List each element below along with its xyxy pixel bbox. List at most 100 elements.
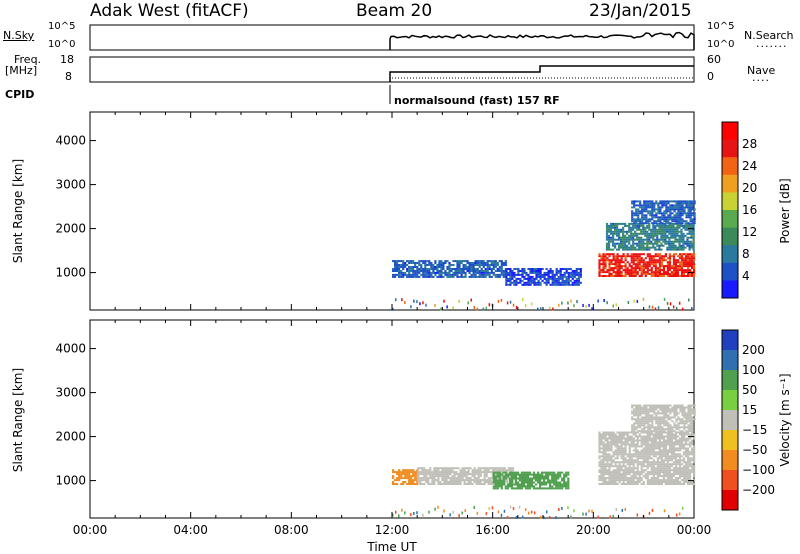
heatmap-cell [667,424,670,427]
heatmap-cell [672,471,676,474]
heatmap-cell [638,228,641,231]
heatmap-cell [610,459,613,462]
heatmap-cell [657,426,660,429]
heatmap-cell [649,416,652,419]
heatmap-cell [443,469,446,472]
heatmap-cell [685,430,688,433]
heatmap-cell [440,275,443,278]
heatmap-cell [561,283,564,286]
nsearch-dots: ······· [756,40,788,53]
heatmap-cell [475,481,478,483]
heatmap-cell [465,471,468,474]
heatmap-cell [682,437,686,440]
heatmap-cell [600,439,603,442]
heatmap-cell [620,461,623,464]
heatmap-cell [628,431,631,434]
heatmap-cell [634,473,637,476]
heatmap-cell [650,453,653,456]
heatmap-cell [680,259,684,262]
heatmap-cell [632,475,635,478]
heatmap-cell [664,265,667,268]
heatmap-cell [654,259,657,262]
heatmap-cell [616,263,619,266]
heatmap-cell [676,473,680,476]
heatmap-cell [513,279,516,282]
heatmap-cell [652,479,655,482]
heatmap-cell [672,449,676,452]
heatmap-cell [487,479,490,482]
heatmap-cell [643,206,646,209]
heatmap-cell [664,228,667,231]
heatmap-cell [408,477,411,480]
heatmap-cell [658,224,661,227]
heatmap-cell [476,268,479,270]
heatmap-cell [656,224,659,227]
heatmap-cell [665,208,668,211]
heatmap-cell [664,234,667,237]
heatmap-cell [678,455,682,458]
heatmap-cell [461,469,464,472]
heatmap-cell [565,277,568,280]
heatmap-cell [610,267,613,270]
heatmap-cell [422,513,424,517]
heatmap-cell [616,222,619,225]
heatmap-cell [532,471,536,474]
heatmap-cell [683,210,686,213]
heatmap-cell [598,275,601,277]
heatmap-cell [398,473,401,476]
heatmap-cell [396,483,399,485]
heatmap-cell [612,222,615,225]
heatmap-cell [463,467,466,470]
heatmap-cell [689,218,692,221]
heatmap-cell [654,234,657,237]
heatmap-cell [563,268,566,270]
heatmap-cell [428,273,431,276]
heatmap-cell [672,265,676,268]
heatmap-cell [530,479,534,482]
heatmap-cell [631,406,634,409]
heatmap-cell [420,260,423,263]
heatmap-cell [639,410,642,413]
heatmap-cell [648,255,651,258]
heatmap-cell [638,269,641,272]
heatmap-cell [620,477,623,480]
heatmap-cell [644,228,647,231]
heatmap-cell [396,270,399,272]
heatmap-cell [637,214,640,217]
heatmap-cell [608,463,611,466]
heatmap-cell [666,457,669,460]
heatmap-cell [686,226,689,229]
heatmap-cell [494,479,497,482]
heatmap-cell [485,471,488,474]
heatmap-cell [647,418,650,421]
heatmap-cell [579,273,582,276]
heatmap-cell [628,455,631,458]
heatmap-cell [666,477,669,480]
heatmap-cell [528,471,532,474]
heatmap-cell [642,248,645,251]
heatmap-cell [458,260,461,263]
heatmap-cell [622,269,625,272]
heatmap-cell [666,433,669,436]
heatmap-cell [624,273,627,275]
heatmap-cell [614,238,617,241]
heatmap-cell [634,255,637,258]
heatmap-cell [505,469,508,472]
heatmap-cell [537,283,540,286]
heatmap-cell [663,422,666,425]
heatmap-cell [467,471,470,474]
heatmap-cell [490,264,493,266]
heatmap-cell [671,410,674,413]
heatmap-cell [565,279,568,282]
heatmap-cell [644,273,647,275]
heatmap-cell [681,206,684,209]
heatmap-cell [682,261,686,264]
heatmap-cell [475,469,478,472]
heatmap-cell [682,265,686,268]
heatmap-cell [408,275,411,278]
heatmap-cell [645,218,648,221]
heatmap-cell [658,449,661,452]
heatmap-cell [638,263,641,266]
heatmap-cell [604,455,607,458]
heatmap-cell [616,437,619,440]
